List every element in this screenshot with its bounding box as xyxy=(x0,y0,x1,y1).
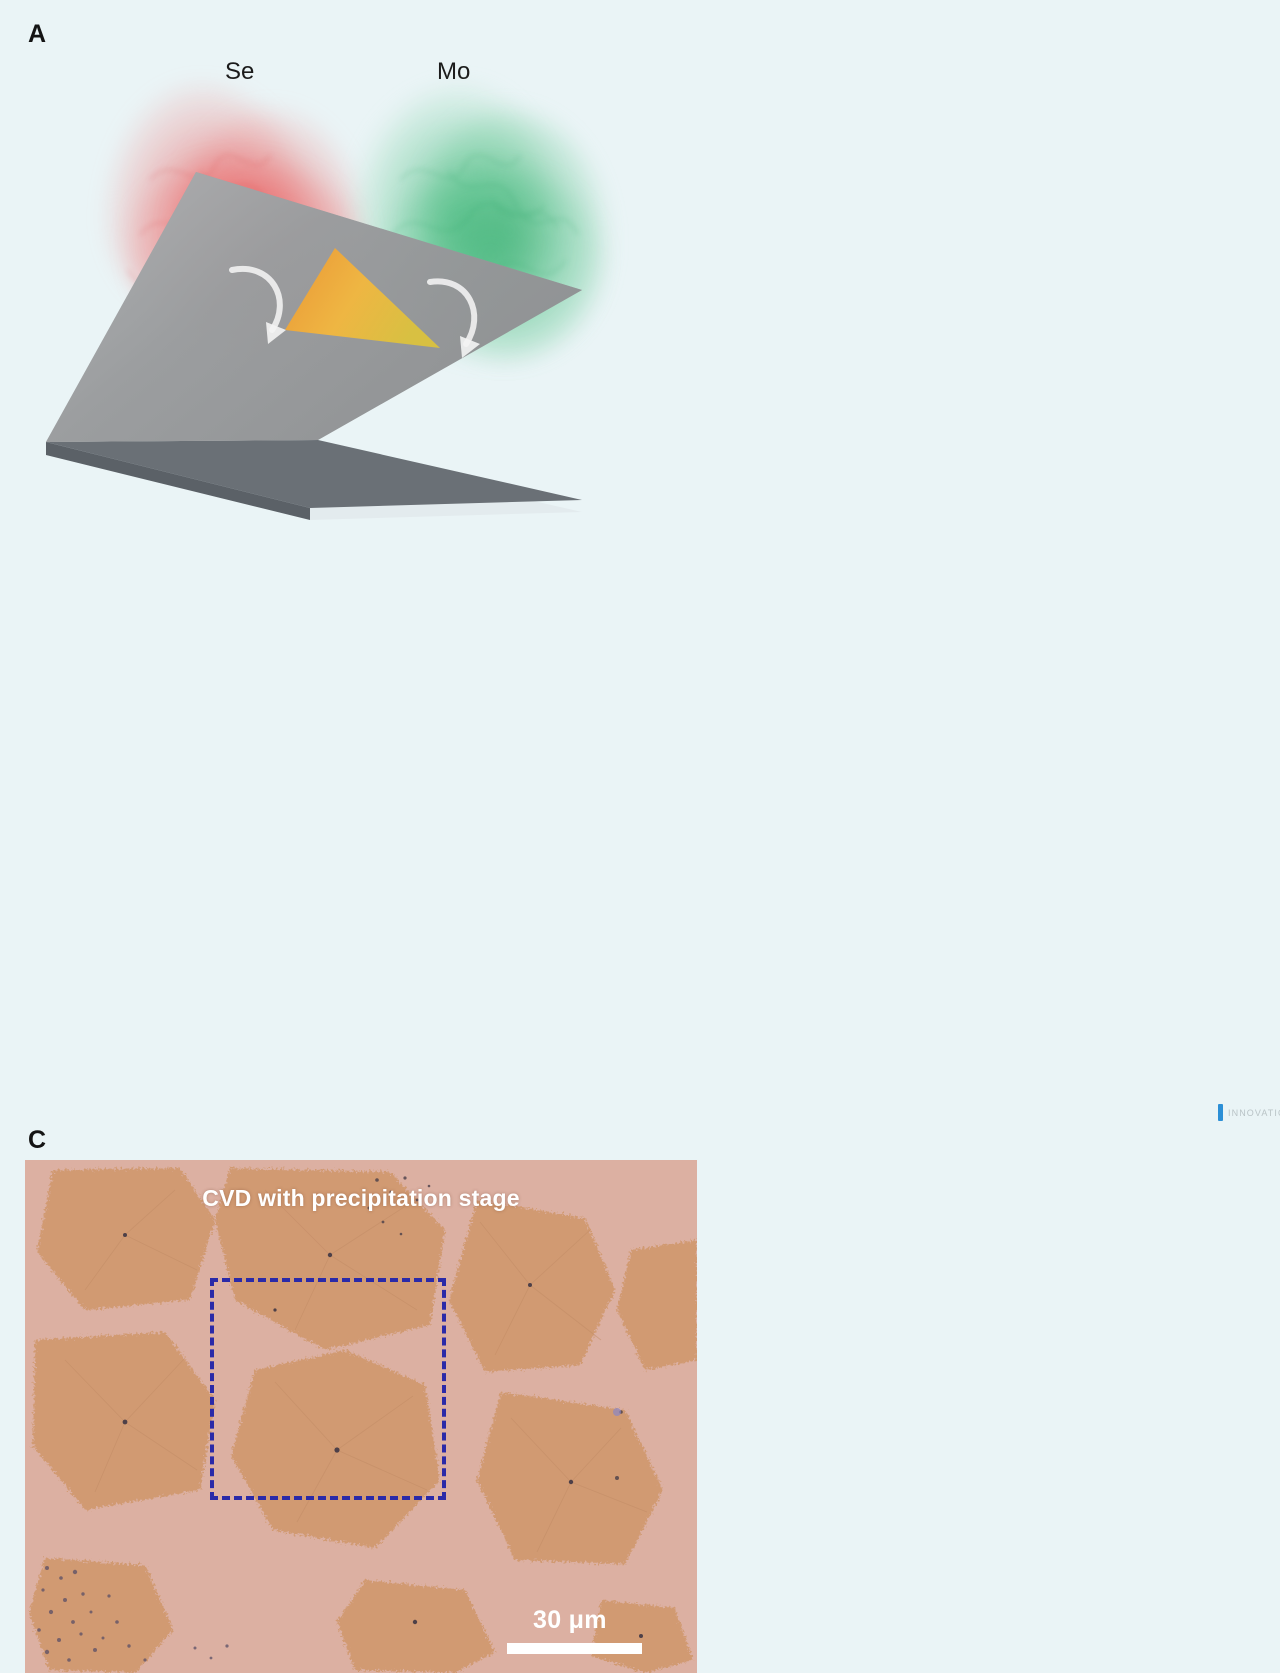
region-of-interest-box xyxy=(210,1278,446,1500)
panel-b-temperature-profile-chart: B 740 650 25 0 5 10 15 20 xyxy=(700,0,1280,560)
precursor-label-se: Se xyxy=(225,58,255,85)
panel-a-label: A xyxy=(28,20,47,48)
panel-a: A Se Mo xyxy=(0,0,700,560)
blue-speck xyxy=(613,1408,621,1416)
panel-c-overlay-title: CVD with precipitation stage xyxy=(202,1185,520,1211)
innovation-watermark: INNOVATION xyxy=(1218,1104,1280,1121)
watermark-bar-icon xyxy=(1218,1104,1223,1121)
panel-c-label: C xyxy=(28,1126,47,1154)
panel-c-scalebar-label: 30 μm xyxy=(533,1606,607,1634)
circulation-arrow-left xyxy=(229,265,283,333)
watermark-label: INNOVATION xyxy=(1228,1107,1280,1118)
panel-c-optical-microscope-image: C xyxy=(0,560,700,1673)
monolayer-flake xyxy=(285,248,440,348)
circulation-arrow-left-head xyxy=(266,322,286,344)
precursor-label-mo: Mo xyxy=(437,58,471,85)
circulation-arrow-right xyxy=(427,278,478,347)
substrate-slab xyxy=(0,0,700,560)
circulation-arrow-right-head xyxy=(460,336,480,358)
chart-plot-area xyxy=(700,0,1280,560)
panel-d-photoluminescence-map: D xyxy=(700,560,1280,1128)
panel-c-scalebar xyxy=(507,1643,642,1654)
